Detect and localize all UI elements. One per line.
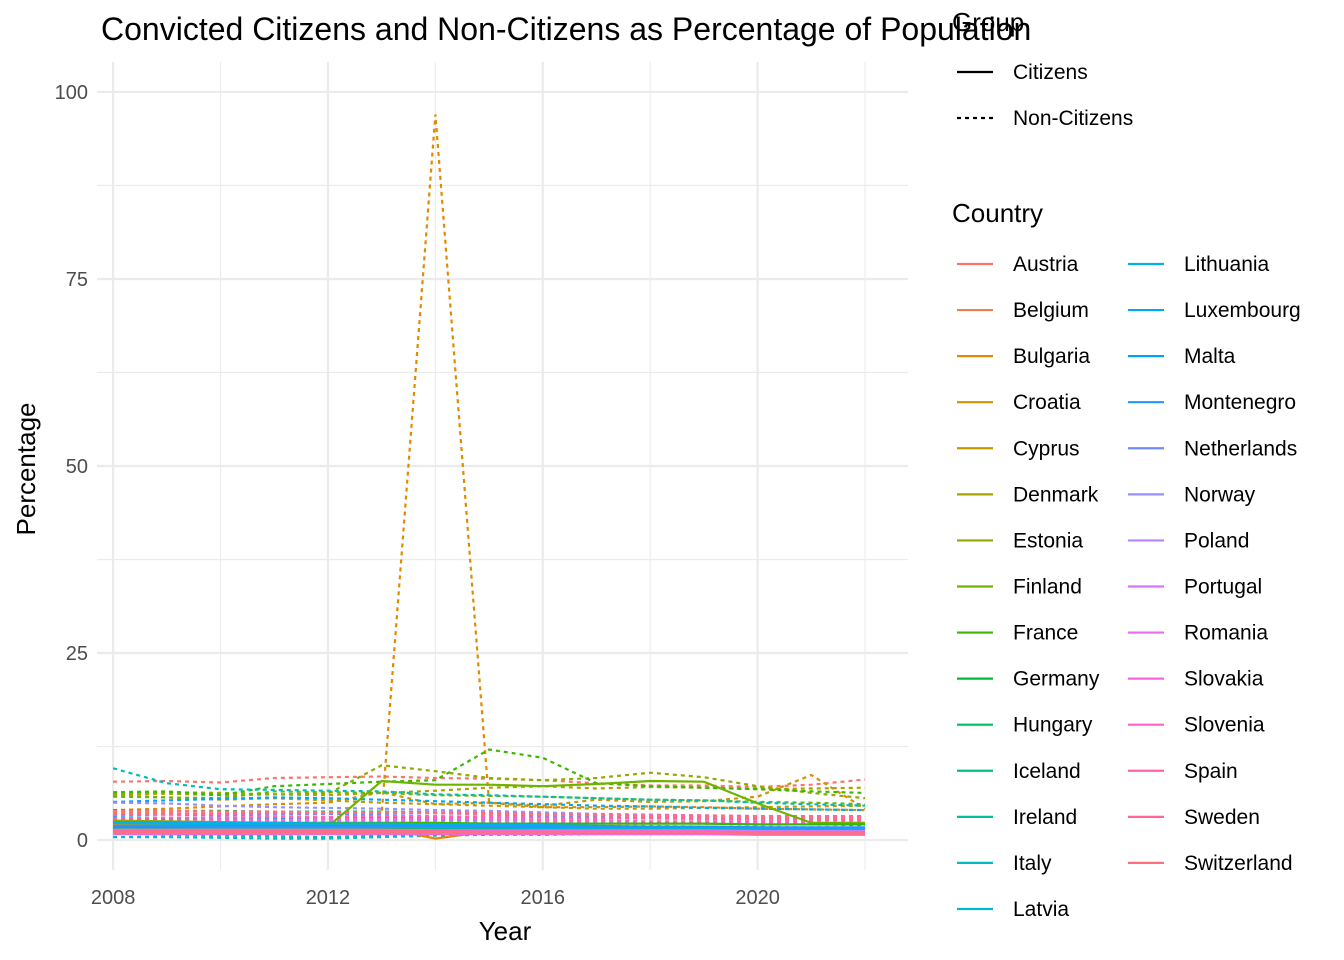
legend-item-label: Finland	[1013, 575, 1082, 598]
legend-item-label: Italy	[1013, 852, 1052, 875]
y-tick-label: 75	[66, 269, 88, 291]
legend-item-label: Bulgaria	[1013, 345, 1090, 368]
legend-group: Group Citizens Non-Citizens	[952, 7, 1133, 130]
legend-country: Country Austria Belgium Bulgaria Croatia Cyp…	[952, 198, 1301, 921]
axis-ticks: 0 25 50 75 100 2008 2012 2016 2020	[55, 82, 780, 909]
series-lines	[112, 114, 866, 840]
legend-item-label: Luxembourg	[1184, 299, 1301, 322]
legend-country-title: Country	[952, 198, 1043, 228]
y-tick-label: 50	[66, 456, 88, 478]
series-line-spain-non-citizens	[113, 815, 866, 822]
series-line-bulgaria-non-citizens	[113, 114, 866, 823]
series-line-italy-non-citizens	[112, 767, 866, 807]
legend-item-label: Spain	[1184, 760, 1238, 783]
legend-item-label: Cyprus	[1013, 437, 1080, 460]
series-line-france-non-citizens	[113, 748, 866, 797]
legend-item-label: Estonia	[1013, 529, 1083, 552]
legend-item-label: Citizens	[1013, 61, 1088, 84]
x-tick-label: 2020	[735, 887, 780, 909]
legend-item-label: Romania	[1184, 622, 1268, 645]
grid	[97, 62, 908, 870]
legend-item-label: Non-Citizens	[1013, 107, 1133, 130]
series-line-switzerland-citizens	[113, 831, 865, 835]
y-tick-label: 0	[77, 830, 88, 852]
y-axis-title: Percentage	[11, 403, 41, 536]
series-line-montenegro-citizens	[113, 824, 865, 829]
x-tick-label: 2012	[306, 887, 351, 909]
legend-item-label: Norway	[1184, 483, 1256, 506]
legend-item-label: Malta	[1184, 345, 1236, 368]
legend-item-label: Denmark	[1013, 483, 1099, 506]
legend-item-label: Germany	[1013, 668, 1100, 691]
series-line-slovenia-non-citizens	[113, 817, 866, 824]
legend-item-label: Switzerland	[1184, 852, 1293, 875]
legend-item-label: Iceland	[1013, 760, 1081, 783]
legend-item-label: Netherlands	[1184, 437, 1297, 460]
series-line-luxembourg-non-citizens	[113, 796, 866, 812]
legend-item-label: Hungary	[1013, 714, 1093, 737]
series-line-austria-non-citizens	[113, 775, 866, 789]
y-tick-label: 25	[66, 643, 88, 665]
legend-item-label: Portugal	[1184, 575, 1262, 598]
x-tick-label: 2016	[521, 887, 566, 909]
legend-item-label: Slovenia	[1184, 714, 1265, 737]
legend-item-label: France	[1013, 622, 1078, 645]
chart-title: Convicted Citizens and Non-Citizens as P…	[101, 11, 1031, 47]
legend-item-label: Sweden	[1184, 806, 1260, 829]
series-line-switzerland-non-citizens	[113, 809, 866, 820]
legend-item-label: Montenegro	[1184, 391, 1296, 414]
x-tick-label: 2008	[91, 887, 136, 909]
legend-item-label: Belgium	[1013, 299, 1089, 322]
legend-item-label: Latvia	[1013, 898, 1069, 921]
series-line-estonia-non-citizens	[113, 764, 866, 800]
x-axis-title: Year	[479, 916, 532, 946]
legend-item-label: Lithuania	[1184, 253, 1270, 276]
legend-item-label: Slovakia	[1184, 668, 1264, 691]
legend-item-label: Poland	[1184, 529, 1249, 552]
legend-item-label: Austria	[1013, 253, 1079, 276]
legend-group-title: Group	[952, 7, 1024, 37]
legend-item-label: Croatia	[1013, 391, 1081, 414]
legend-item-label: Ireland	[1013, 806, 1077, 829]
y-tick-label: 100	[55, 82, 88, 104]
